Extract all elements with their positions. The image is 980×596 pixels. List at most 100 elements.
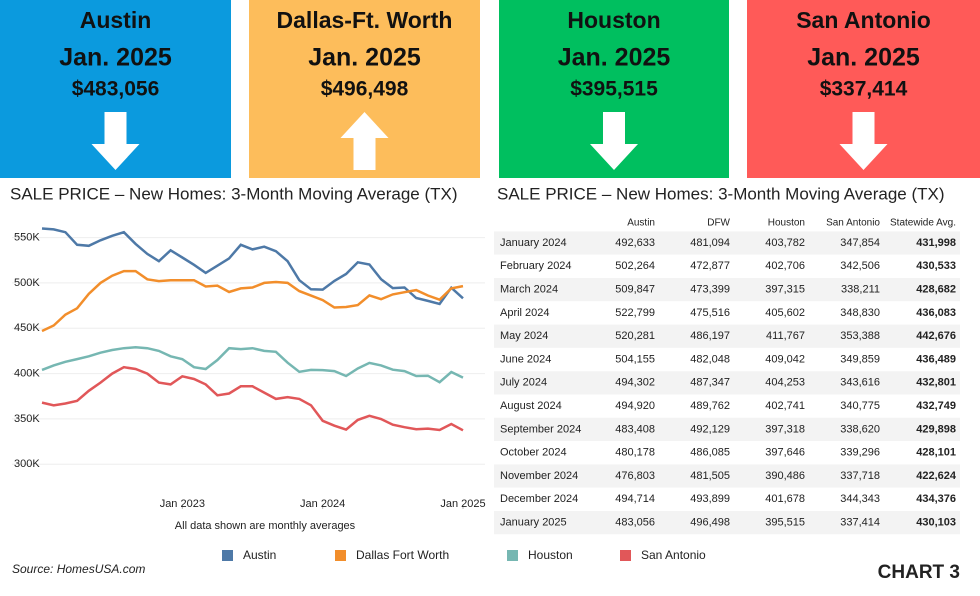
chart-label: CHART 3 (878, 562, 960, 583)
x-tick-label: Jan 2024 (300, 498, 345, 510)
table-cell: 486,197 (690, 330, 730, 342)
y-tick-label: 300K (14, 458, 40, 470)
table-row (494, 301, 960, 325)
table-cell: 411,767 (766, 330, 805, 342)
table-title: SALE PRICE – New Homes: 3-Month Moving A… (497, 184, 945, 203)
legend-swatch (620, 550, 631, 561)
table-cell: 422,624 (916, 470, 957, 482)
table-cell: 402,706 (765, 260, 805, 272)
table-cell: 338,211 (841, 284, 880, 296)
chart-title: SALE PRICE – New Homes: 3-Month Moving A… (10, 184, 458, 203)
row-label: August 2024 (500, 400, 562, 412)
table-cell: 401,678 (765, 493, 805, 505)
direction-arrow (839, 112, 888, 170)
legend-label: San Antonio (641, 548, 706, 562)
series-line (41, 269, 464, 333)
legend-swatch (222, 550, 233, 561)
table-cell: 489,762 (690, 400, 730, 412)
table-cell: 402,741 (765, 400, 805, 412)
table-row (494, 324, 960, 348)
legend-swatch (507, 550, 518, 561)
table-row (494, 417, 960, 442)
table-cell: 390,486 (765, 470, 805, 482)
table-cell: 472,877 (690, 260, 730, 272)
table-cell: 344,343 (840, 493, 880, 505)
table-row (494, 441, 960, 465)
table-cell: 405,602 (765, 307, 805, 319)
series-line (41, 365, 464, 432)
table-cell: 434,376 (916, 493, 956, 505)
table-cell: 428,682 (916, 284, 956, 296)
table-cell: 486,085 (690, 447, 730, 459)
table-cell: 487,347 (690, 377, 730, 389)
table-cell: 481,505 (690, 470, 730, 482)
table-cell: 340,775 (840, 400, 880, 412)
tile-city: Houston (567, 7, 660, 33)
tile-price: $337,414 (820, 78, 908, 101)
table-cell: 432,749 (916, 400, 956, 412)
table-cell: 520,281 (615, 330, 655, 342)
table-cell: 483,408 (615, 423, 655, 435)
series-line (41, 227, 464, 306)
x-tick-label: Jan 2025 (440, 498, 485, 510)
row-label: January 2025 (500, 517, 567, 529)
table-cell: 430,103 (916, 517, 956, 529)
table-row (494, 254, 960, 278)
y-tick-label: 350K (14, 413, 40, 425)
tile-period: Jan. 2025 (59, 44, 172, 72)
tile-price: $496,498 (321, 78, 409, 101)
table-cell: 476,803 (615, 470, 655, 482)
table-cell: 397,318 (765, 423, 805, 435)
table-cell: 494,302 (615, 377, 655, 389)
table-cell: 337,718 (840, 470, 880, 482)
table-cell: 428,101 (916, 447, 956, 459)
tile-city: Dallas-Ft. Worth (277, 7, 453, 33)
column-header: Austin (627, 218, 655, 229)
row-label: December 2024 (500, 493, 578, 505)
y-tick-label: 400K (14, 367, 40, 379)
direction-arrow (590, 112, 638, 170)
row-label: March 2024 (500, 284, 558, 296)
y-tick-label: 500K (14, 277, 40, 289)
table-cell: 480,178 (615, 447, 655, 459)
table-cell: 347,854 (840, 237, 880, 249)
tile-city: San Antonio (796, 7, 931, 33)
column-header: San Antonio (826, 218, 880, 229)
row-label: June 2024 (500, 353, 551, 365)
row-label: April 2024 (500, 307, 550, 319)
table-cell: 494,920 (615, 400, 655, 412)
table-row (494, 347, 960, 372)
table-cell: 482,048 (690, 353, 730, 365)
table-row (494, 371, 960, 395)
table-cell: 504,155 (615, 353, 655, 365)
table-cell: 492,633 (615, 237, 655, 249)
row-label: May 2024 (500, 330, 548, 342)
table-cell: 436,489 (916, 353, 956, 365)
row-label: September 2024 (500, 423, 581, 435)
tile-city: Austin (80, 7, 152, 33)
legend-label: Houston (528, 548, 573, 562)
tile-period: Jan. 2025 (558, 44, 671, 72)
table-cell: 442,676 (916, 330, 956, 342)
table-cell: 502,264 (615, 260, 655, 272)
table-cell: 429,898 (916, 423, 956, 435)
legend-swatch (335, 550, 346, 561)
source: Source: HomesUSA.com (12, 562, 145, 576)
table-cell: 430,533 (916, 260, 956, 272)
table-cell: 349,859 (840, 353, 880, 365)
table-row (494, 511, 960, 535)
table-cell: 342,506 (840, 260, 880, 272)
row-label: October 2024 (500, 447, 567, 459)
table-cell: 494,714 (615, 493, 655, 505)
table-cell: 409,042 (765, 353, 805, 365)
legend-label: Austin (243, 548, 276, 562)
direction-arrow (340, 112, 389, 170)
chart-note: All data shown are monthly averages (175, 520, 356, 532)
table-cell: 483,056 (615, 517, 655, 529)
series-line (41, 346, 464, 384)
tile-period: Jan. 2025 (308, 44, 421, 72)
table-cell: 436,083 (916, 307, 956, 319)
table-row (494, 487, 960, 511)
table-cell: 473,399 (690, 284, 730, 296)
